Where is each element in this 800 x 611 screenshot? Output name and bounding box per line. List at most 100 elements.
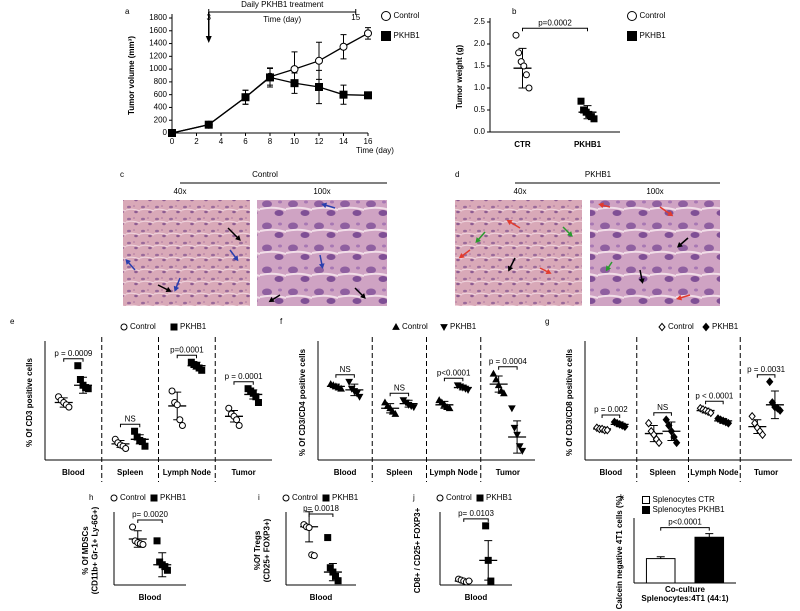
legend-marker (658, 322, 666, 332)
data-point (235, 422, 243, 429)
image-arrow-head (638, 278, 645, 284)
y-axis-label: % Of CD3/CD4 positive cells (298, 348, 307, 456)
significance-bracket (335, 374, 355, 378)
panel-label: b (512, 7, 517, 16)
data-point (445, 404, 454, 412)
image-arrow (319, 254, 323, 266)
y-axis-label: Tumor volume (mm³) (127, 36, 136, 115)
treatment-axis-label: Time (day) (263, 15, 301, 24)
legend-label: Control (640, 11, 666, 20)
y-tick-label: 200 (154, 115, 168, 124)
image-arrow-head (676, 242, 683, 248)
y-tick-label: 800 (154, 77, 168, 86)
image-arrow-head (360, 293, 366, 299)
significance-bracket (443, 377, 464, 382)
y-axis-label: % Of MDSCs (81, 526, 90, 575)
data-point (364, 91, 372, 100)
data-point (65, 403, 73, 411)
histology-image (590, 200, 720, 306)
significance-bracket (653, 412, 672, 416)
image-arrow (229, 249, 237, 259)
image-arrow-head (458, 252, 465, 259)
x-axis-label: Splenocytes:4T1 (44:1) (641, 594, 728, 603)
x-tick-label: Spleen (386, 468, 412, 477)
significance-bracket (601, 414, 621, 419)
data-point (168, 387, 176, 395)
x-tick-label: Lymph Node (690, 468, 739, 477)
panel-label: h (89, 493, 93, 502)
significance-bracket (389, 392, 410, 397)
data-point (489, 369, 498, 377)
image-arrow (271, 294, 281, 301)
image-arrow (601, 204, 611, 208)
error-bar (705, 533, 714, 538)
x-tick-label: PKHB1 (574, 140, 602, 149)
data-point (603, 425, 611, 435)
data-point (662, 415, 670, 425)
significance-label: NS (394, 383, 405, 392)
legend-label: Control (120, 493, 146, 502)
x-tick-label: 8 (268, 137, 273, 146)
x-tick-label: Lymph Node (430, 468, 479, 477)
significance-label: p = 0.0004 (489, 357, 528, 366)
image-arrow (509, 257, 516, 269)
x-tick-label: Tumor (231, 468, 255, 477)
image-arrow (477, 231, 486, 241)
significance-label: p = 0.0031 (747, 365, 786, 374)
panel-label: j (412, 493, 415, 502)
data-point (139, 541, 147, 549)
legend-label: Splenocytes CTR (653, 495, 715, 504)
data-point (290, 79, 299, 88)
y-axis-label: (CD11b+ Gr-1+ Ly-6G+) (91, 506, 100, 594)
image-group-title: PKHB1 (585, 170, 612, 179)
legend-marker (322, 494, 330, 502)
image-arrow-head (125, 258, 131, 265)
image-arrow (175, 277, 181, 289)
image-arrow (509, 221, 521, 229)
y-tick-label: 1800 (149, 13, 167, 22)
significance-bracket (176, 354, 198, 359)
y-tick-label: 1200 (149, 51, 167, 60)
y-tick-label: 1000 (149, 64, 167, 73)
magnification-label: 100x (313, 187, 330, 196)
x-tick-label: 4 (219, 137, 224, 146)
significance-bracket (756, 374, 776, 378)
significance-label: p<0.0001 (668, 518, 702, 527)
significance-label: p < 0.0001 (695, 391, 734, 400)
data-point (381, 398, 389, 406)
data-point (266, 73, 274, 82)
data-point (254, 399, 262, 406)
significance-label: NS (125, 414, 136, 423)
legend-swatch (642, 496, 650, 504)
data-point (233, 416, 241, 424)
y-tick-label: 2.5 (474, 17, 486, 26)
data-point (355, 393, 364, 401)
data-point (353, 390, 361, 398)
y-axis-label: CD8+ / CD25+ FOXP3+ (413, 507, 422, 593)
significance-bracket (63, 358, 84, 362)
data-point (204, 120, 213, 129)
legend-label: Splenocytes PKHB1 (653, 505, 726, 514)
data-point (178, 422, 186, 429)
data-point (724, 418, 733, 428)
data-point (324, 534, 332, 542)
x-tick-label: 16 (364, 137, 373, 146)
legend-marker (170, 323, 178, 331)
image-arrow-head (545, 268, 552, 275)
image-group-title: Control (252, 170, 278, 179)
image-arrow-head (667, 210, 674, 217)
magnification-label: 40x (174, 187, 187, 196)
image-arrow-head (321, 202, 328, 209)
legend-marker (110, 494, 118, 502)
x-tick-label: 0 (170, 137, 175, 146)
x-tick-label: 6 (243, 137, 248, 146)
image-arrow-head (507, 265, 514, 272)
data-point (766, 377, 774, 387)
data-point (84, 385, 92, 393)
data-point (707, 408, 715, 418)
treatment-arrow-head (205, 36, 212, 43)
legend-marker (392, 322, 400, 330)
image-arrow-head (475, 237, 481, 244)
data-point (672, 438, 681, 448)
significance-bracket (705, 400, 724, 405)
